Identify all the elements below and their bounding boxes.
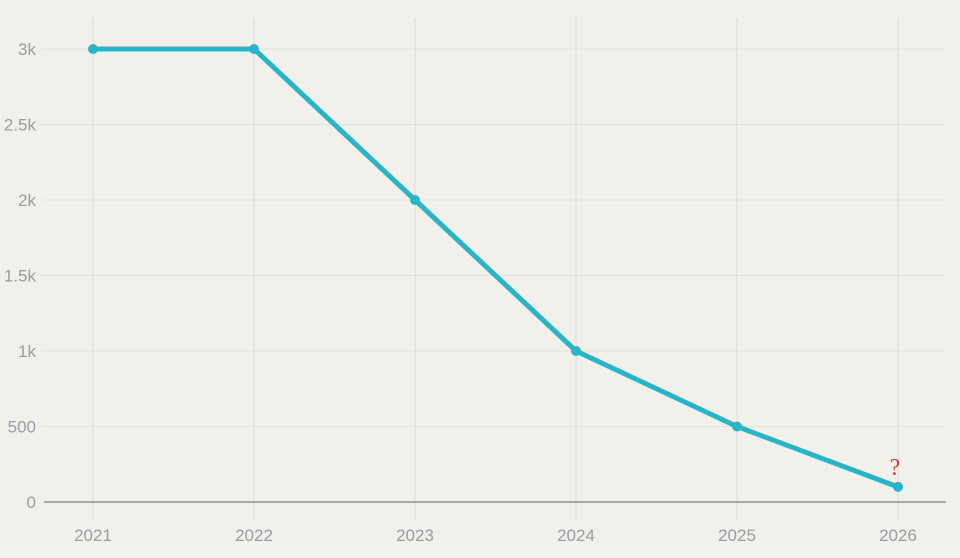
- x-axis-labels: 2021 2022 2023 2024 2025 2026: [74, 526, 917, 545]
- vertical-gridlines: [92, 18, 899, 521]
- x-tick-label: 2024: [557, 526, 595, 545]
- x-tick-label: 2026: [879, 526, 917, 545]
- horizontal-gridlines: [42, 48, 944, 427]
- x-tick-label: 2025: [718, 526, 756, 545]
- y-tick-label: 3k: [18, 40, 36, 59]
- x-tick-label: 2021: [74, 526, 112, 545]
- data-point[interactable]: [410, 195, 420, 205]
- x-tick-label: 2022: [235, 526, 273, 545]
- data-point[interactable]: [893, 481, 903, 492]
- x-tick-label: 2023: [396, 526, 434, 545]
- data-point[interactable]: [732, 421, 742, 432]
- data-point[interactable]: [571, 346, 581, 356]
- data-series: [88, 44, 903, 492]
- y-tick-label: 2.5k: [4, 116, 37, 135]
- y-tick-label: 500: [8, 418, 36, 437]
- data-point[interactable]: [88, 44, 98, 54]
- y-tick-label: 2k: [18, 191, 36, 210]
- data-point[interactable]: [249, 44, 259, 54]
- y-tick-label: 1.5k: [4, 267, 37, 286]
- y-tick-label: 1k: [18, 342, 36, 361]
- y-axis-labels: 0 500 1k 1.5k 2k 2.5k 3k: [4, 40, 37, 512]
- y-tick-label: 0: [27, 493, 36, 512]
- series-line: [90, 46, 901, 490]
- question-mark-annotation: ?: [890, 455, 901, 481]
- annotation-question-mark: ?: [890, 455, 901, 481]
